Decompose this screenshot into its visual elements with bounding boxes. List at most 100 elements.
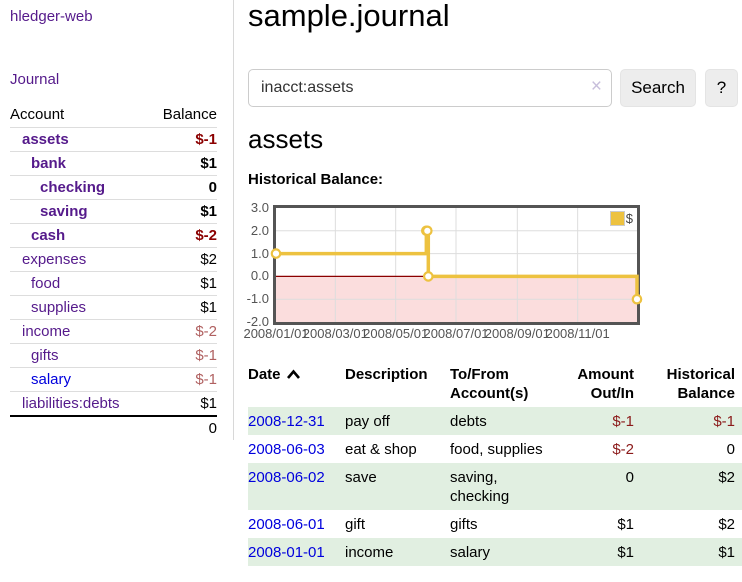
search-button[interactable]: Search xyxy=(620,69,696,107)
register-header-amount: Amount Out/In xyxy=(577,366,634,402)
account-row: food $1 xyxy=(10,271,217,296)
y-axis-tick-label: -2.0 xyxy=(246,314,269,329)
register-header-description: Description xyxy=(345,366,428,383)
search-input[interactable] xyxy=(248,69,612,107)
register-amount: $1 xyxy=(617,544,634,561)
account-link-supplies[interactable]: supplies xyxy=(31,299,87,316)
register-amount: $1 xyxy=(617,516,634,533)
register-amount: $-2 xyxy=(612,441,634,458)
register-accounts: food, supplies xyxy=(450,441,543,458)
register-header-date: Date xyxy=(248,362,345,407)
accounts-header-row: Account Balance xyxy=(10,104,217,128)
account-balance: $-1 xyxy=(148,127,217,152)
account-balance: $2 xyxy=(148,247,217,272)
account-link-gifts[interactable]: gifts xyxy=(31,347,59,364)
register-accounts: saving, checking xyxy=(450,469,510,505)
account-row: salary $-1 xyxy=(10,367,217,392)
account-row: income $-2 xyxy=(10,319,217,344)
register-balance: $-1 xyxy=(713,413,735,430)
y-axis-tick-label: 1.0 xyxy=(250,245,269,261)
register-date-link[interactable]: 2008-01-01 xyxy=(248,544,325,561)
account-link-salary[interactable]: salary xyxy=(31,371,72,388)
sort-ascending-icon xyxy=(286,365,301,384)
chart-title: Historical Balance: xyxy=(248,171,384,188)
accounts-total-row: 0 xyxy=(10,415,217,440)
account-link-expenses[interactable]: expenses xyxy=(22,251,87,268)
page-title: sample.journal xyxy=(248,0,450,33)
register-accounts: gifts xyxy=(450,516,478,533)
accounts-table: Account Balance assets $-1 bank $1 checking 0… xyxy=(10,104,217,440)
x-axis-tick-label: 2008/07/01 xyxy=(423,326,489,341)
help-button[interactable]: ? xyxy=(705,69,738,107)
chart-legend: $ xyxy=(609,210,633,226)
register-row: 2008-06-03 eat & shop food, supplies $-2 0 xyxy=(248,435,742,463)
search-box: × xyxy=(248,69,612,107)
search-form: × Search ? xyxy=(248,69,742,107)
clear-search-icon[interactable]: × xyxy=(590,76,602,97)
account-link-liabilities-debts[interactable]: liabilities:debts xyxy=(22,395,120,412)
register-amount: $-1 xyxy=(612,413,634,430)
y-axis-tick-label: 2.0 xyxy=(250,222,269,238)
series-color-swatch xyxy=(609,211,625,226)
account-row: cash $-2 xyxy=(10,223,217,248)
register-row: 2008-12-31 pay off debts $-1 $-1 xyxy=(248,407,742,435)
account-row: supplies $1 xyxy=(10,295,217,320)
accounts-header-balance: Balance xyxy=(148,104,217,128)
accounts-header-account: Account xyxy=(10,104,149,128)
account-link-cash[interactable]: cash xyxy=(31,227,66,244)
chart-canvas xyxy=(270,208,643,322)
register-balance: $2 xyxy=(718,516,735,533)
register-accounts: salary xyxy=(450,544,491,561)
register-balance: $1 xyxy=(718,544,735,561)
register-accounts: debts xyxy=(450,413,487,430)
x-axis-tick-label: 2008/05/01 xyxy=(363,326,429,341)
account-row: saving $1 xyxy=(10,199,217,224)
account-row: liabilities:debts $1 xyxy=(10,391,217,417)
register-description: save xyxy=(345,469,377,486)
register-date-link[interactable]: 2008-06-01 xyxy=(248,516,325,533)
account-balance: $1 xyxy=(148,151,217,176)
account-heading: assets xyxy=(248,124,324,154)
account-balance: $1 xyxy=(148,271,217,296)
register-date-link[interactable]: 2008-06-02 xyxy=(248,469,325,486)
register-table: Date Description To/From Account(s) Amount … xyxy=(248,362,742,566)
register-header-historical: Historical Balance xyxy=(666,366,735,402)
app-title-link[interactable]: hledger-web xyxy=(10,8,93,25)
register-description: pay off xyxy=(345,413,390,430)
register-description: eat & shop xyxy=(345,441,417,458)
account-row: bank $1 xyxy=(10,151,217,176)
chart-plot-area: $ xyxy=(270,205,643,325)
sidebar: hledger-web Journal Account Balance asse… xyxy=(0,0,233,582)
sidebar-item-journal[interactable]: Journal xyxy=(10,71,60,88)
register-description: gift xyxy=(345,516,366,533)
account-row: assets $-1 xyxy=(10,127,217,152)
historical-balance-chart: 3.0 2.0 1.0 0.0 -1.0 -2.0 $ 2008/01/01 2008/03… xyxy=(243,200,742,353)
x-axis-tick-label: 2008/03/01 xyxy=(302,326,368,341)
account-balance: 0 xyxy=(148,175,217,200)
register-date-link[interactable]: 2008-12-31 xyxy=(248,413,325,430)
account-link-saving[interactable]: saving xyxy=(40,203,88,220)
sidebar-divider xyxy=(233,0,234,440)
account-link-bank[interactable]: bank xyxy=(31,155,67,172)
account-row: expenses $2 xyxy=(10,247,217,272)
account-link-income[interactable]: income xyxy=(22,323,71,340)
register-row: 2008-06-02 save saving, checking 0 $2 xyxy=(248,463,742,510)
register-row: 2008-06-01 gift gifts $1 $2 xyxy=(248,510,742,538)
y-axis-tick-label: -1.0 xyxy=(246,291,269,307)
account-balance: $-1 xyxy=(148,343,217,368)
account-link-checking[interactable]: checking xyxy=(40,179,106,196)
register-header-row: Date Description To/From Account(s) Amount … xyxy=(248,362,742,407)
register-description: income xyxy=(345,544,394,561)
account-balance: $1 xyxy=(148,391,217,417)
account-link-assets[interactable]: assets xyxy=(22,131,69,148)
account-link-food[interactable]: food xyxy=(31,275,61,292)
series-label: $ xyxy=(625,210,633,226)
y-axis-tick-label: 3.0 xyxy=(250,200,269,215)
register-amount: 0 xyxy=(625,469,634,486)
main-content: sample.journal × Search ? assets Histori… xyxy=(243,0,742,582)
register-balance: $2 xyxy=(718,469,735,486)
register-date-link[interactable]: 2008-06-03 xyxy=(248,441,325,458)
accounts-total-value: 0 xyxy=(148,415,217,440)
x-axis-tick-label: 2008/09/01 xyxy=(484,326,550,341)
